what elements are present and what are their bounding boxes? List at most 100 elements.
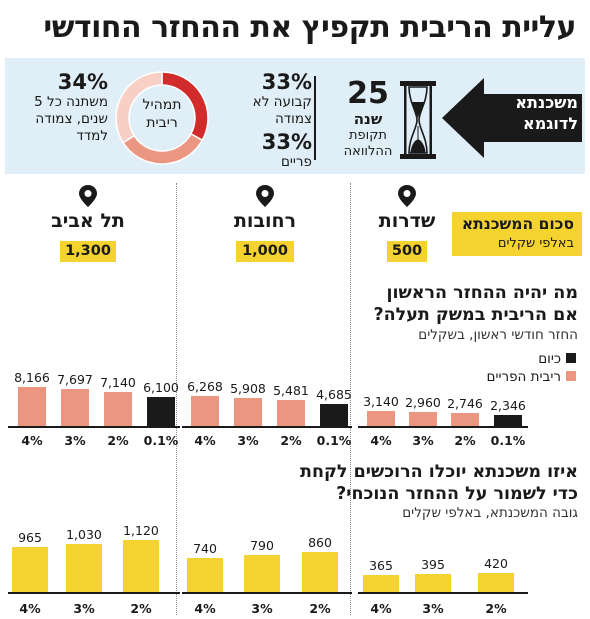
x-tick-label: 4% [21, 433, 43, 448]
bar [494, 414, 522, 426]
x-tick-label: 4% [194, 433, 216, 448]
loan-years-value: 25 [347, 76, 389, 111]
question2-subtitle: גובה המשכנתא, באלפי שקלים [402, 505, 578, 521]
bar-value-label: 7,140 [100, 374, 136, 390]
legend-item-today: כיום [456, 350, 576, 368]
bar-value-label: 740 [193, 540, 217, 556]
bar-value-label: 965 [18, 530, 42, 546]
x-tick-label: 0.1% [143, 433, 179, 448]
location-pin-icon [78, 184, 98, 212]
x-tick-label: 2% [280, 433, 302, 448]
bar-value-label: 5,481 [273, 382, 309, 398]
bar-value-label: 3,140 [363, 394, 399, 409]
question1-title: מה יהיה ההחזר הראשון אם הריבית במשק תעלה… [373, 283, 578, 325]
donut-center-label: תמהיל ריבית [142, 97, 182, 131]
location-pin-icon [397, 184, 417, 212]
legend-swatch-today [566, 353, 576, 363]
bar [244, 555, 280, 592]
bar [147, 396, 175, 426]
bar [320, 403, 348, 426]
chart-baseline [182, 592, 352, 594]
bar-value-label: 2,960 [405, 394, 441, 410]
x-tick-label: 0.1% [316, 433, 352, 448]
bar-value-label: 790 [250, 538, 274, 554]
bar-value-label: 6,100 [143, 379, 179, 395]
bar-value-label: 7,697 [57, 372, 93, 388]
hourglass-icon [400, 81, 436, 159]
x-tick-label: 4% [370, 433, 392, 448]
bar [123, 540, 159, 592]
bar [478, 572, 514, 592]
interest-mix-donut [115, 71, 209, 165]
bar [12, 547, 48, 592]
city-amount: 1,300 [60, 241, 116, 262]
bar [363, 575, 399, 592]
donut-slice [115, 71, 163, 144]
chart-baseline [8, 592, 180, 594]
city-amount: 1,000 [236, 241, 294, 262]
city-name: רחובות [233, 210, 297, 232]
example-label: משכנתא לדוגמא [515, 93, 578, 133]
bar [302, 552, 338, 592]
column-separator [176, 183, 177, 615]
chart-baseline [8, 426, 180, 428]
bar-value-label: 8,166 [14, 370, 50, 385]
info-divider [314, 76, 316, 160]
question2-title: איזו משכנתא יוכלו הרוכשים לקחת כדי לשמור… [300, 462, 578, 504]
bar-value-label: 860 [308, 535, 332, 551]
bar [191, 396, 219, 426]
city-name: שדרות [378, 210, 436, 232]
x-tick-label: 2% [454, 433, 476, 448]
loan-years-unit: שנה [353, 110, 383, 128]
bar [104, 391, 132, 426]
donut-slice [122, 132, 204, 165]
x-tick-label: 3% [251, 601, 273, 616]
bar-value-label: 365 [369, 558, 393, 574]
x-tick-label: 2% [130, 601, 152, 616]
bar-value-label: 1,120 [123, 523, 159, 539]
bar-value-label: 420 [484, 555, 508, 571]
bar-value-label: 1,030 [66, 527, 102, 543]
x-tick-label: 3% [64, 433, 86, 448]
x-tick-label: 2% [107, 433, 129, 448]
page-title: עליית הריבית תקפיץ את ההחזר החודשי [43, 10, 576, 45]
example-arrow-icon [442, 78, 582, 158]
bar [277, 399, 305, 426]
slice-label-fixed: 33% קבועה לא צמודה [252, 70, 312, 127]
x-tick-label: 3% [422, 601, 444, 616]
bar [234, 397, 262, 426]
chart-baseline [358, 592, 528, 594]
city-amount: 500 [387, 241, 427, 262]
legend-item-prime: ריבית הפריים [456, 368, 576, 386]
x-tick-label: 3% [237, 433, 259, 448]
city-name: תל אביב [51, 210, 125, 232]
slice-label-variable: 34% משתנה כל 5 שנים, צמודה למדד [34, 70, 108, 144]
bar [61, 389, 89, 426]
x-tick-label: 4% [19, 601, 41, 616]
bar-value-label: 4,685 [316, 386, 352, 402]
amount-legend: סכום המשכנתא באלפי שקלים [452, 212, 582, 256]
bar-value-label: 395 [421, 556, 445, 572]
legend: כיום ריבית הפריים [456, 350, 576, 386]
chart-baseline [358, 426, 528, 428]
x-tick-label: 2% [309, 601, 331, 616]
x-tick-label: 3% [73, 601, 95, 616]
question1-subtitle: החזר חודשי ראשון, בשקלים [418, 327, 578, 343]
legend-swatch-prime [566, 371, 576, 381]
x-tick-label: 3% [412, 433, 434, 448]
bar [451, 412, 479, 426]
bar [66, 544, 102, 592]
x-tick-label: 4% [370, 601, 392, 616]
bar-value-label: 6,268 [187, 379, 223, 395]
bar-value-label: 2,346 [490, 397, 526, 413]
chart-baseline [182, 426, 352, 428]
bar [187, 557, 223, 592]
location-pin-icon [255, 184, 275, 212]
column-separator [350, 183, 351, 615]
x-tick-label: 4% [194, 601, 216, 616]
bar [18, 387, 46, 426]
x-tick-label: 0.1% [490, 433, 526, 448]
bar [367, 411, 395, 426]
bar [415, 573, 451, 592]
bar-value-label: 5,908 [230, 380, 266, 396]
